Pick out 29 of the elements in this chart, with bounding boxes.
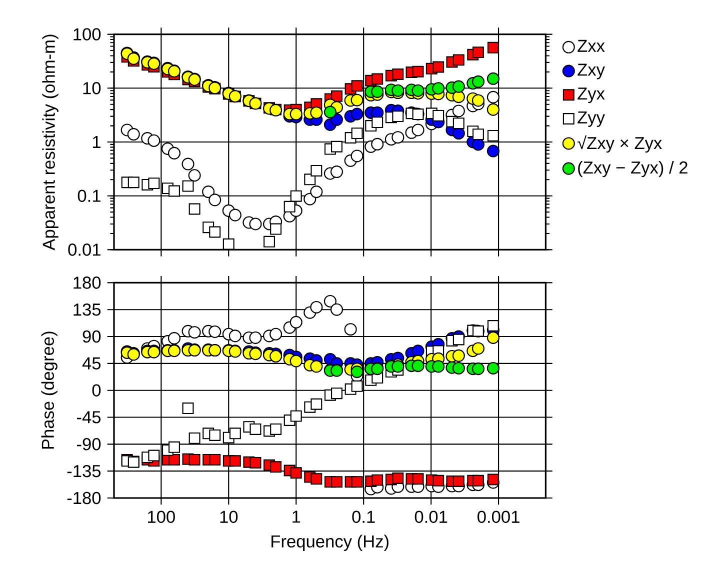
y-tick-label: 180 (74, 276, 101, 289)
legend-label: Zyy (578, 111, 605, 127)
x-tick-label: 0.1 (352, 510, 375, 523)
y-tick-label: -90 (77, 438, 101, 450)
legend-label: Zxy (578, 64, 605, 80)
y-tick-label: 135 (74, 303, 101, 316)
y-tick-label: -135 (67, 464, 101, 478)
y-tick-label: 90 (82, 330, 101, 343)
x-tick-label: 0.01 (414, 510, 448, 523)
y-tick-label: 100 (74, 28, 101, 40)
legend-label: Zyx (578, 88, 605, 104)
x-tick-label: 100 (148, 510, 175, 523)
y-tick-label: 0 (92, 384, 101, 396)
legend-label: √Zxy × Zyx (577, 135, 662, 153)
y-axis-title: Phase (degree) (41, 332, 58, 449)
x-tick-label: 10 (220, 510, 238, 523)
legend-label: Zxx (578, 40, 605, 52)
y-tick-label: 10 (83, 82, 101, 94)
legend-label: (Zxy − Zyx) / 2 (578, 160, 688, 178)
y-tick-label: -180 (67, 492, 101, 504)
y-tick-label: 0.01 (68, 244, 100, 256)
y-tick-label: 45 (82, 357, 101, 370)
x-tick-label: 0.001 (478, 510, 520, 523)
y-axis-title: Apparent resistivity (ohm-m) (42, 34, 58, 250)
x-axis-title: Frequency (Hz) (272, 534, 388, 551)
y-tick-label: 0.1 (78, 190, 100, 202)
x-tick-label: 1 (292, 510, 300, 523)
y-tick-label: 1 (92, 136, 100, 148)
y-tick-label: -45 (77, 411, 101, 424)
